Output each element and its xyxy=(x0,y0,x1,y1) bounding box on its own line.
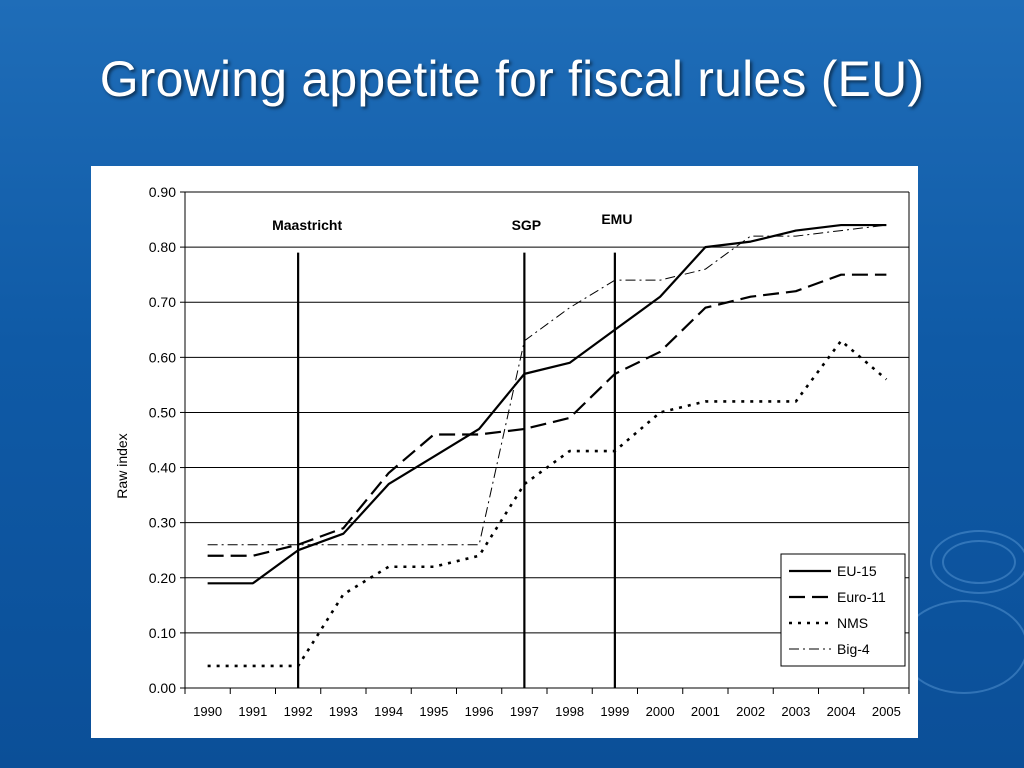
y-tick-label: 0.30 xyxy=(149,515,176,531)
y-tick-label: 0.60 xyxy=(149,349,176,365)
x-tick-label: 2003 xyxy=(781,704,810,719)
y-tick-label: 0.90 xyxy=(149,184,176,200)
legend-box xyxy=(780,553,906,667)
series-line-eu-15 xyxy=(207,223,887,585)
x-tick-label: 1992 xyxy=(284,704,313,719)
series-lines xyxy=(207,223,888,668)
y-tick-label: 0.50 xyxy=(149,404,176,420)
slide-title: Growing appetite for fiscal rules (EU) xyxy=(99,51,925,107)
line-chart: 0.00 0.10 0.20 0.30 0.40 0.50 0.60 0.70 0.80 0.90… xyxy=(114,184,910,719)
x-tick-label: 1993 xyxy=(329,704,358,719)
x-tick-label: 2005 xyxy=(872,704,901,719)
marker-label: EMU xyxy=(601,211,632,227)
x-tick-label: 1999 xyxy=(600,704,629,719)
legend-label: EU-15 xyxy=(837,563,877,579)
series-line-nms xyxy=(207,339,888,668)
axes: 0.00 0.10 0.20 0.30 0.40 0.50 0.60 0.70 0.80 0.90… xyxy=(149,184,910,719)
y-axis-label: Raw index xyxy=(114,433,130,498)
event-markers: Maastricht SGP EMU xyxy=(272,211,632,688)
x-tick-label: 2004 xyxy=(827,704,856,719)
ripple-decoration xyxy=(900,600,1024,694)
y-tick-label: 0.70 xyxy=(149,294,176,310)
ripple-decoration xyxy=(930,530,1024,594)
x-tick-label: 1997 xyxy=(510,704,539,719)
y-tick-label: 0.10 xyxy=(149,625,176,641)
series-line-big-4 xyxy=(207,224,887,546)
x-tick-label: 1991 xyxy=(238,704,267,719)
x-tick-label: 1996 xyxy=(465,704,494,719)
x-tick-label: 1998 xyxy=(555,704,584,719)
marker-label: Maastricht xyxy=(272,217,342,233)
x-tick-label: 2001 xyxy=(691,704,720,719)
legend-label: Euro-11 xyxy=(837,589,886,605)
x-tick-label: 1994 xyxy=(374,704,403,719)
x-tick-label: 1990 xyxy=(193,704,222,719)
y-tick-label: 0.00 xyxy=(149,680,176,696)
series-line-euro-11 xyxy=(207,273,887,557)
x-tick-label: 1995 xyxy=(419,704,448,719)
chart-panel: 0.00 0.10 0.20 0.30 0.40 0.50 0.60 0.70 0.80 0.90… xyxy=(91,166,918,738)
y-tick-label: 0.20 xyxy=(149,570,176,586)
y-tick-label: 0.80 xyxy=(149,239,176,255)
legend-label: Big-4 xyxy=(837,641,870,657)
legend: EU-15 Euro-11 NMS Big-4 xyxy=(780,553,906,667)
legend-label: NMS xyxy=(837,615,868,631)
y-tick-label: 0.40 xyxy=(149,460,176,476)
x-tick-label: 2002 xyxy=(736,704,765,719)
marker-label: SGP xyxy=(512,217,542,233)
x-tick-label: 2000 xyxy=(646,704,675,719)
